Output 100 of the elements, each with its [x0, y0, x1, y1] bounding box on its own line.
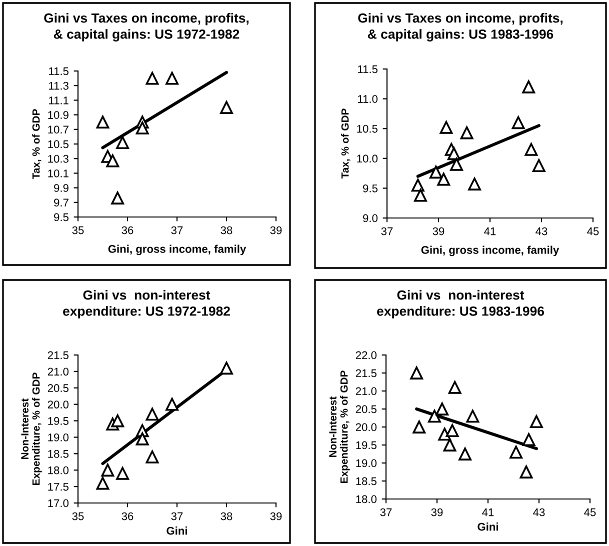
point [412, 420, 426, 434]
y-axis-title: Tax, % of GDP [32, 109, 42, 180]
chart-title: Gini vs Taxes on income, profits, & capital gains: US 1983-1996 [358, 13, 563, 42]
y-tick-label: 22.0 [356, 351, 377, 360]
point [428, 410, 441, 423]
point [466, 410, 480, 423]
point [436, 402, 449, 416]
y-tick-label: 10.7 [48, 126, 68, 134]
point [530, 415, 543, 428]
x-tick-label: 37 [171, 226, 183, 234]
y-tick-label: 20.0 [48, 400, 69, 408]
x-tick-label: 37 [171, 512, 183, 520]
point [460, 126, 474, 140]
y-axis-title: Non-Interest Expenditure, % of GDP [329, 370, 350, 484]
y-tick-label: 21.5 [356, 369, 377, 378]
x-tick-label: 45 [587, 227, 599, 236]
point [447, 147, 460, 160]
y-tick-label: 18.0 [356, 495, 377, 504]
point [440, 120, 453, 134]
point [96, 476, 110, 490]
y-tick-label: 19.0 [48, 433, 69, 442]
chart-title: Gini vs non-interest expenditure: US 1972-1982 [63, 290, 230, 318]
point [166, 72, 179, 85]
x-axis-title: Gini, gross income, family [421, 246, 560, 256]
point [524, 143, 538, 156]
point [458, 448, 472, 460]
y-tick-label: 20.5 [356, 405, 377, 414]
point [101, 464, 114, 477]
point [106, 154, 120, 168]
y-tick-label: 11.5 [358, 65, 378, 74]
point [437, 172, 450, 186]
point [96, 116, 110, 129]
x-tick-label: 37 [380, 508, 392, 516]
point [443, 438, 456, 452]
point [146, 72, 159, 85]
point [450, 158, 463, 171]
y-tick-label: 21.0 [48, 368, 69, 376]
x-tick-label: 39 [431, 508, 443, 516]
x-axis-title: Gini, gross income, family [108, 244, 246, 256]
point [136, 432, 149, 446]
point [429, 166, 442, 179]
x-tick-label: 39 [270, 226, 282, 234]
x-tick-label: 38 [220, 512, 232, 520]
y-tick-label: 19.0 [356, 459, 377, 468]
point [411, 178, 424, 192]
x-tick-label: 43 [533, 508, 545, 516]
point [111, 414, 124, 428]
chart-title: Gini vs Taxes on income, profits, & capital gains: US 1972-1982 [44, 13, 249, 42]
point [220, 101, 233, 114]
y-tick-label: 11.3 [49, 82, 68, 90]
x-tick-label: 37 [381, 227, 393, 236]
point [116, 136, 130, 149]
x-axis-title: Gini [478, 522, 498, 531]
point [166, 398, 179, 411]
x-tick-label: 39 [270, 512, 282, 520]
y-tick-label: 10.0 [357, 154, 378, 163]
x-tick-label: 41 [482, 508, 494, 516]
y-tick-label: 9.7 [54, 198, 68, 207]
y-tick-label: 9.0 [363, 214, 378, 222]
point [136, 121, 149, 134]
point [522, 80, 536, 94]
point [414, 188, 427, 202]
y-tick-label: 19.5 [48, 417, 69, 425]
y-tick-label: 18.5 [356, 477, 377, 486]
y-tick-label: 10.3 [48, 154, 68, 163]
point [111, 192, 124, 204]
point [468, 178, 482, 190]
y-tick-label: 18.0 [48, 466, 69, 474]
point [446, 424, 459, 438]
y-tick-label: 9.5 [363, 184, 378, 192]
point [410, 366, 424, 380]
y-tick-label: 20.5 [48, 384, 69, 392]
y-tick-label: 21.0 [356, 387, 377, 396]
y-tick-label: 10.1 [48, 169, 68, 178]
y-tick-label: 17.5 [48, 482, 69, 491]
x-tick-label: 39 [432, 227, 444, 236]
y-tick-label: 21.5 [48, 351, 69, 360]
x-axis-title: Gini [166, 526, 188, 535]
point [116, 466, 130, 480]
point [522, 433, 536, 446]
point [448, 380, 462, 394]
point [510, 446, 523, 459]
chart-title: Gini vs non-interest expenditure: US 1983-1996 [377, 290, 544, 318]
y-tick-label: 19.5 [356, 441, 377, 450]
x-tick-label: 43 [536, 227, 548, 236]
x-tick-label: 41 [484, 227, 496, 236]
point [146, 450, 159, 464]
y-tick-label: 18.5 [48, 450, 69, 458]
point [220, 362, 233, 375]
x-tick-label: 35 [72, 226, 84, 234]
y-tick-label: 11.1 [49, 96, 68, 104]
y-tick-label: 10.5 [48, 140, 69, 148]
y-tick-label: 9.5 [54, 213, 69, 222]
x-tick-label: 36 [122, 226, 134, 234]
point [532, 159, 546, 172]
y-tick-label: 11.5 [49, 67, 69, 76]
y-tick-label: 20.0 [356, 423, 377, 432]
x-tick-label: 45 [584, 508, 596, 516]
point [512, 116, 525, 130]
x-tick-label: 35 [72, 512, 84, 520]
